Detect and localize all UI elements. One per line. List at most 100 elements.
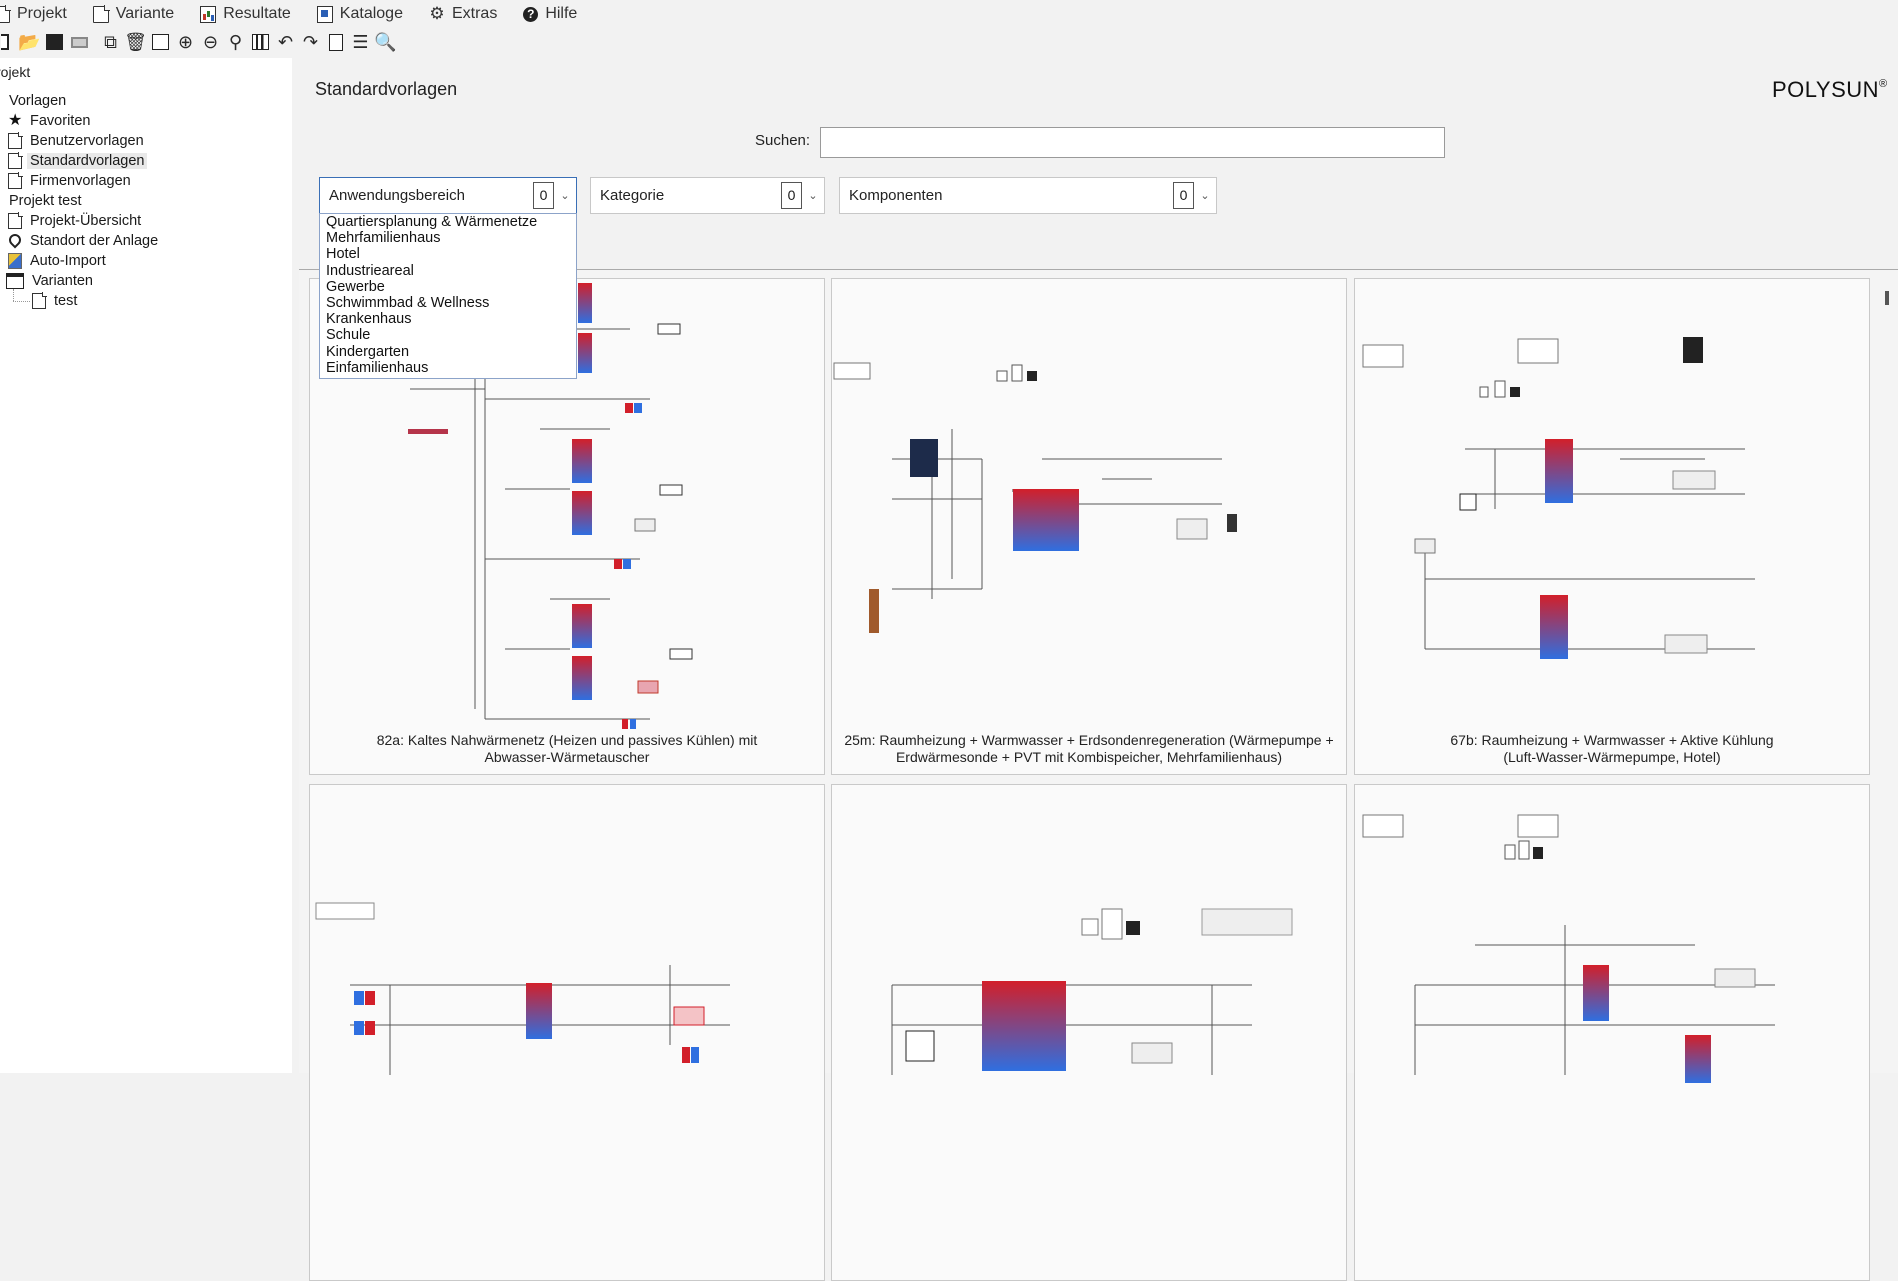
menu-hilfe[interactable]: ? Hilfe: [523, 5, 577, 23]
tree-benutzervorlagen[interactable]: Benutzervorlagen: [8, 131, 144, 150]
dropdown-option[interactable]: Industrieareal: [326, 262, 414, 279]
tree-vorlagen[interactable]: Vorlagen: [0, 91, 66, 110]
filter-kategorie-count: 0: [781, 182, 802, 209]
anwendungsbereich-dropdown: Quartiersplanung & Wärmenetze Mehrfamili…: [319, 213, 577, 379]
menu-resultate[interactable]: Resultate: [200, 5, 291, 23]
menu-hilfe-label: Hilfe: [545, 5, 578, 22]
bim-button[interactable]: [323, 30, 348, 54]
brand-name: POLYSUN: [1772, 77, 1880, 102]
dropdown-option[interactable]: Mehrfamilienhaus: [326, 230, 441, 247]
search-input[interactable]: [820, 127, 1445, 158]
search-zoom-icon: 🔍: [374, 31, 397, 52]
project-tree: [0, 58, 292, 1073]
menu-variante[interactable]: Variante: [92, 4, 175, 23]
save-icon: [46, 34, 63, 50]
save-as-button[interactable]: [67, 30, 92, 54]
image-button[interactable]: [148, 30, 173, 54]
brand-logo: POLYSUN®: [1772, 77, 1888, 103]
filter-anwendungsbereich-count: 0: [533, 182, 554, 209]
dropdown-option[interactable]: Kindergarten: [326, 343, 410, 360]
chart-button[interactable]: [248, 30, 273, 54]
schematic-diagram: [408, 283, 693, 729]
tree-tab-label: rojekt: [0, 64, 31, 80]
filter-anwendungsbereich-label: Anwendungsbereich: [329, 187, 465, 204]
catalog-icon: [316, 5, 333, 23]
document-icon: [8, 131, 23, 149]
filter-anwendungsbereich[interactable]: Anwendungsbereich 0 ⌄: [319, 177, 577, 214]
chevron-down-icon[interactable]: ⌄: [808, 190, 818, 202]
filter-komponenten[interactable]: Komponenten 0 ⌄: [839, 177, 1217, 214]
tree-vorlagen-label: Vorlagen: [9, 92, 67, 109]
page-title: Standardvorlagen: [315, 79, 458, 99]
tree-favoriten[interactable]: ★ Favoriten: [8, 111, 90, 130]
dropdown-option[interactable]: Einfamilienhaus: [326, 359, 429, 376]
caption-line-2: (Luft-Wasser-Wärmepumpe, Hotel): [1503, 749, 1721, 765]
help-icon: ?: [523, 6, 539, 22]
zoom-in-button[interactable]: ⊕: [173, 30, 198, 54]
menu-variante-label: Variante: [115, 5, 175, 22]
caption-line-1: 25m: Raumheizung + Warmwasser + Erdsonde…: [844, 732, 1334, 748]
delete-button[interactable]: 🗑: [123, 30, 148, 54]
tree-tab[interactable]: rojekt: [0, 64, 30, 80]
tree-firmenvorlagen[interactable]: Firmenvorlagen: [8, 171, 131, 190]
undo-icon: ↶: [277, 31, 294, 52]
tree-projekt-uebersicht[interactable]: Projekt-Übersicht: [8, 211, 141, 230]
template-card[interactable]: 25m: Raumheizung + Warmwasser + Erdsonde…: [831, 278, 1347, 775]
tree-auto-import[interactable]: Auto-Import: [8, 251, 106, 270]
document-icon: [8, 171, 23, 189]
tree-standardvorlagen-label: Standardvorlagen: [27, 152, 148, 169]
open-button[interactable]: 📂: [17, 30, 42, 54]
template-card[interactable]: 67b: Raumheizung + Warmwasser + Aktive K…: [1354, 278, 1870, 775]
filter-komponenten-label: Komponenten: [849, 187, 943, 204]
dropdown-option[interactable]: Schule: [326, 327, 371, 344]
menu-extras[interactable]: ⚙ Extras: [429, 5, 497, 23]
dropdown-option[interactable]: Quartiersplanung & Wärmenetze: [326, 214, 538, 230]
dropdown-option[interactable]: Krankenhaus: [326, 311, 412, 328]
template-card[interactable]: [309, 784, 825, 1281]
filter-kategorie[interactable]: Kategorie 0 ⌄: [590, 177, 825, 214]
dropdown-option[interactable]: Schwimmbad & Wellness: [326, 294, 490, 311]
menu-extras-label: Extras: [451, 5, 498, 22]
align-button[interactable]: ☰: [348, 30, 373, 54]
dropdown-option[interactable]: Gewerbe: [326, 278, 385, 295]
undo-button[interactable]: ↶: [273, 30, 298, 54]
document-icon: [32, 291, 47, 309]
chevron-down-icon[interactable]: ⌄: [1200, 190, 1210, 202]
menu-projekt[interactable]: Projekt: [0, 4, 67, 23]
tree-connector: [13, 301, 30, 302]
gear-icon: ⚙: [429, 3, 445, 23]
new-button[interactable]: [0, 30, 17, 54]
caption-line-1: 67b: Raumheizung + Warmwasser + Aktive K…: [1450, 732, 1774, 748]
zoom-out-button[interactable]: ⊖: [198, 30, 223, 54]
template-caption: 67b: Raumheizung + Warmwasser + Aktive K…: [1355, 732, 1869, 766]
open-folder-icon: 📂: [18, 31, 41, 52]
schematic-diagram: [891, 908, 1293, 1075]
tree-favoriten-label: Favoriten: [30, 112, 91, 129]
menu-resultate-label: Resultate: [223, 5, 291, 22]
tree-standardvorlagen[interactable]: Standardvorlagen: [8, 151, 148, 170]
image-icon: [152, 34, 169, 50]
menu-kataloge-label: Kataloge: [339, 5, 403, 22]
search-zoom-button[interactable]: 🔍: [373, 30, 398, 54]
schematic-diagram: [1362, 814, 1775, 1083]
tree-projekt[interactable]: Projekt test: [0, 191, 82, 210]
schematic-diagram: [833, 362, 1237, 633]
filter-kategorie-label: Kategorie: [600, 187, 665, 204]
caption-line-2: Erdwärmesonde + PVT mit Kombispeicher, M…: [895, 749, 1283, 765]
save-button[interactable]: [42, 30, 67, 54]
redo-button[interactable]: ↷: [298, 30, 323, 54]
tree-standort[interactable]: Standort der Anlage: [6, 231, 158, 250]
tree-varianten[interactable]: Varianten: [6, 271, 93, 290]
toolbar: 📂 ⧉ 🗑 ⊕ ⊖ ⚲ ↶ ↷ ☰ 🔍: [0, 28, 1898, 56]
template-card[interactable]: [831, 784, 1347, 1281]
chevron-down-icon[interactable]: ⌄: [560, 190, 570, 202]
gallery-scrollbar-thumb[interactable]: [1885, 291, 1889, 305]
tree-variante-test[interactable]: test: [32, 291, 77, 310]
menu-projekt-label: Projekt: [17, 5, 67, 22]
copy-button[interactable]: ⧉: [98, 30, 123, 54]
copy-icon: ⧉: [104, 31, 117, 52]
zoom-fit-button[interactable]: ⚲: [223, 30, 248, 54]
menu-kataloge[interactable]: Kataloge: [316, 5, 403, 23]
template-card[interactable]: [1354, 784, 1870, 1281]
dropdown-option[interactable]: Hotel: [326, 246, 360, 263]
